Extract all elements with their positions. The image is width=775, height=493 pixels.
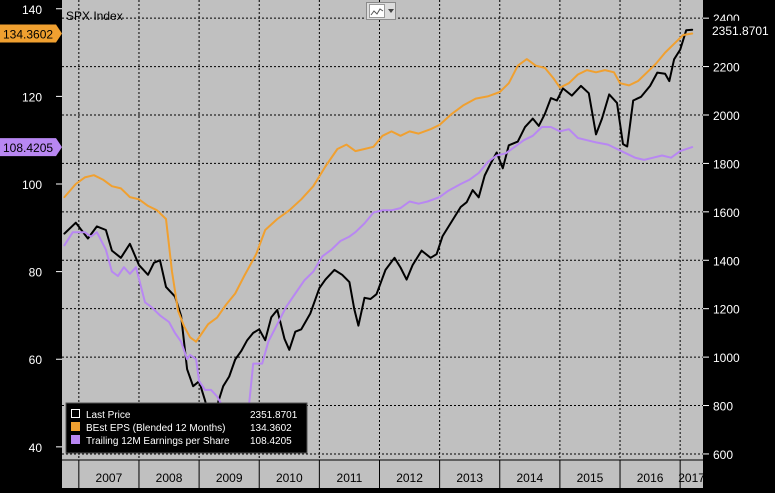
plot-area [62, 0, 703, 460]
line-chart-icon [369, 4, 385, 18]
x-tick-label: 2014 [516, 471, 543, 485]
x-axis-strip [62, 460, 703, 488]
last-value-label: 2351.8701 [712, 24, 769, 38]
legend-swatch-inner [72, 410, 79, 417]
y-right-tick-label: 1400 [713, 254, 740, 268]
y-right-tick-label: 1800 [713, 157, 740, 171]
y-left-tick-label: 140 [22, 3, 42, 17]
y-right-tick-label: 2000 [713, 109, 740, 123]
y-left-tick-label: 120 [22, 90, 42, 104]
last-value-label: 108.4205 [3, 141, 53, 155]
y-right-tick-label: 600 [713, 448, 733, 462]
chart-title: SPX Index [66, 9, 123, 23]
series-line-0 [63, 28, 694, 423]
left-axis-strip [0, 0, 62, 460]
legend-label: BEst EPS (Blended 12 Months) [86, 423, 226, 434]
right-axis-strip [703, 0, 775, 488]
legend-swatch [71, 422, 80, 431]
x-tick-label: 2011 [337, 471, 363, 485]
x-tick-label: 2008 [156, 471, 183, 485]
x-tick-label: 2015 [577, 471, 604, 485]
left-y-axis: 40 60 80 100 120 140 [0, 0, 62, 460]
legend: Last Price 2351.8701 BEst EPS (Blended 12 … [65, 402, 308, 454]
x-tick-label: 2012 [396, 471, 423, 485]
last-value-tag [0, 24, 62, 43]
legend-box [65, 402, 308, 454]
y-left-tick-label: 40 [29, 441, 43, 455]
x-tick-label: 2007 [96, 471, 123, 485]
legend-label: Last Price [86, 410, 131, 421]
last-value-tag [703, 20, 775, 39]
series-line-1 [63, 32, 694, 343]
y-right-tick-label: 1600 [713, 206, 740, 220]
legend-label: Trailing 12M Earnings per Share [86, 436, 230, 447]
y-right-tick-label: 1200 [713, 303, 740, 317]
x-tick-label: 2017 [678, 471, 705, 485]
y-left-tick-label: 80 [29, 266, 43, 280]
legend-swatch [71, 435, 80, 444]
x-axis: 2007 2008 2009 2010 2011 2012 2013 2014 2015 2016… [62, 459, 705, 488]
chart-type-dropdown[interactable] [366, 2, 396, 20]
y-right-tick-label: 2200 [713, 61, 740, 75]
y-left-tick-label: 60 [29, 353, 43, 367]
series-lines [63, 28, 694, 424]
y-right-tick-label: 1000 [713, 351, 740, 365]
legend-value: 108.4205 [250, 436, 292, 447]
legend-value: 134.3602 [250, 423, 292, 434]
chevron-down-icon [388, 9, 394, 13]
x-tick-label: 2010 [276, 471, 303, 485]
last-value-label: 134.3602 [3, 27, 53, 41]
series-line-2 [63, 126, 694, 424]
y-right-tick-label: 800 [713, 400, 733, 414]
y-left-tick-label: 100 [22, 178, 42, 192]
x-tick-label: 2009 [216, 471, 243, 485]
last-value-labels: 2351.8701 134.3602 108.4205 [0, 20, 775, 157]
x-tick-label: 2016 [637, 471, 664, 485]
legend-value: 2351.8701 [250, 410, 298, 421]
x-tick-label: 2013 [456, 471, 483, 485]
last-value-tag [0, 138, 62, 157]
